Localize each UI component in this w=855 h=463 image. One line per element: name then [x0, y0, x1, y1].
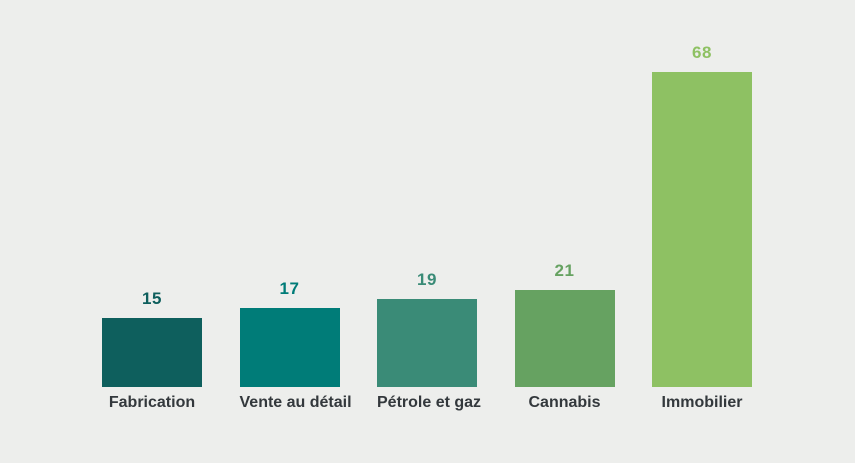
bar-cannabis — [514, 290, 615, 387]
bar-vente-au-detail — [239, 308, 340, 387]
category-label: Fabrication — [108, 394, 196, 411]
bar-column-petrole-et-gaz: 19 Pétrole et gaz — [377, 270, 481, 411]
value-label: 21 — [554, 261, 575, 280]
category-label: Cannabis — [528, 394, 601, 411]
value-label: 15 — [142, 289, 162, 308]
bar-column-vente-au-detail: 17 Vente au détail — [239, 279, 352, 411]
bar-fabrication — [102, 318, 202, 387]
bar-column-cannabis: 21 Cannabis — [514, 261, 615, 411]
value-label: 68 — [692, 43, 712, 62]
bar-immobilier — [652, 72, 752, 387]
value-label: 19 — [417, 270, 437, 289]
bar-chart: 15 Fabrication 17 Vente au détail 19 Pét… — [102, 0, 752, 411]
value-label: 17 — [279, 279, 300, 298]
category-label: Immobilier — [661, 394, 743, 411]
category-label: Vente au détail — [239, 394, 352, 411]
bar-column-immobilier: 68 Immobilier — [652, 43, 752, 411]
category-label: Pétrole et gaz — [377, 394, 482, 411]
bar-petrole-et-gaz — [377, 299, 477, 387]
bar-column-fabrication: 15 Fabrication — [102, 289, 202, 411]
